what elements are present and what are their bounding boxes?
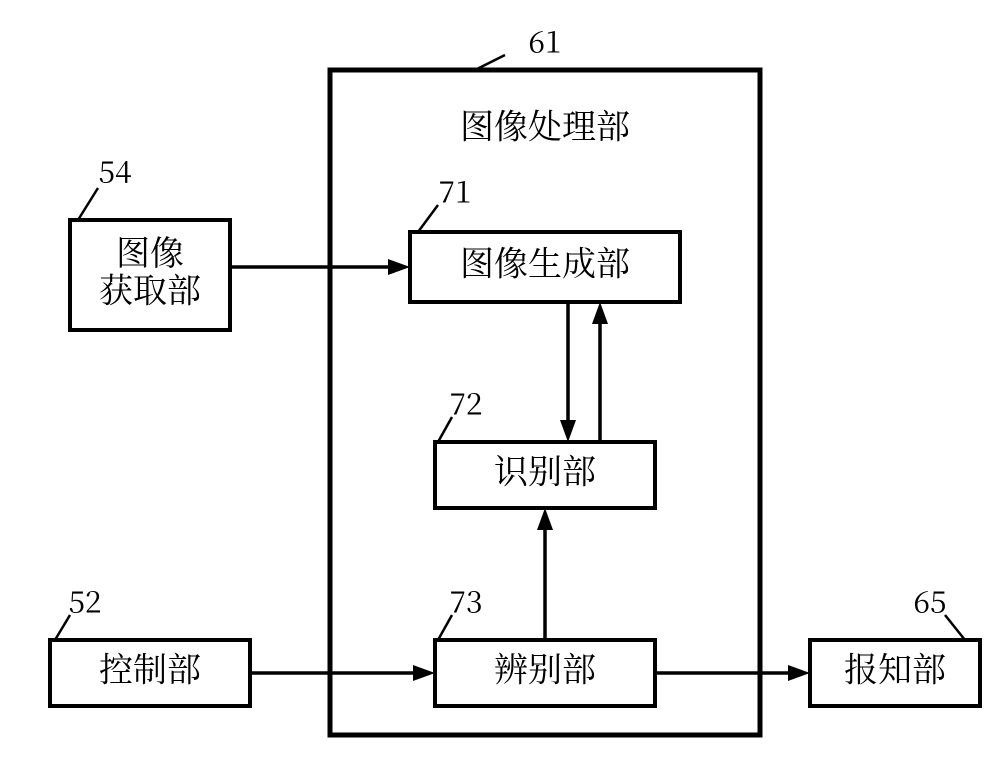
arrowhead <box>592 302 608 324</box>
arrowhead <box>537 508 553 530</box>
node-ref-leader <box>438 615 452 640</box>
arrowhead <box>388 259 410 275</box>
edge-gen-to-rec-down <box>560 302 576 442</box>
node-image-acquisition-unit: 图像获取部54 <box>70 148 230 330</box>
node-ref-leader <box>438 417 452 442</box>
node-ref: 72 <box>450 380 483 424</box>
node-ref-leader <box>418 205 438 232</box>
node-ref-leader <box>78 188 98 220</box>
edge-ctrl-to-disc <box>250 665 435 681</box>
arrowhead <box>560 420 576 442</box>
node-label: 报知部 <box>844 643 946 692</box>
arrowhead <box>413 665 435 681</box>
edge-acq-to-gen <box>230 259 410 275</box>
node-label: 获取部 <box>99 263 201 312</box>
node-ref-leader <box>55 615 70 640</box>
node-image-generation-unit: 图像生成部 71 <box>410 168 680 302</box>
node-label: 图像生成部 <box>460 237 630 286</box>
node-ref: 73 <box>450 578 483 622</box>
edge-rec-to-gen-up <box>592 302 608 442</box>
node-label: 辨别部 <box>494 643 596 692</box>
edge-disc-to-rec <box>537 508 553 640</box>
arrowhead <box>788 665 810 681</box>
container-title: 图像处理部 <box>460 100 630 149</box>
node-ref: 52 <box>69 578 102 622</box>
node-ref: 71 <box>439 168 472 212</box>
edge-disc-to-notify <box>655 665 810 681</box>
node-ref: 65 <box>914 578 947 622</box>
node-label: 控制部 <box>99 643 201 692</box>
container-ref: 61 <box>529 18 562 62</box>
node-ref-leader <box>945 615 965 640</box>
node-ref: 54 <box>99 148 132 192</box>
node-control-unit: 控制部 52 <box>50 578 250 706</box>
node-notification-unit: 报知部 65 <box>810 578 980 706</box>
node-label: 识别部 <box>494 445 596 494</box>
node-recognition-unit: 识别部72 <box>435 380 655 508</box>
